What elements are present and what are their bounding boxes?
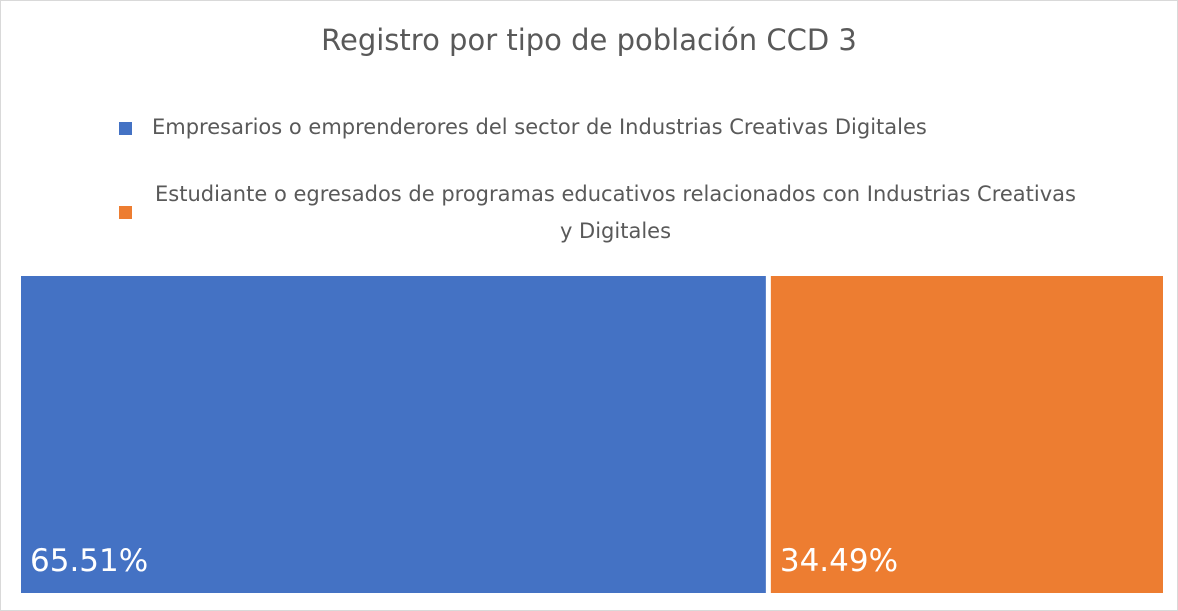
treemap-tile: [770, 276, 1163, 593]
legend-item: Empresarios o emprenderores del sector d…: [119, 109, 1079, 146]
data-label: 65.51%: [30, 543, 149, 579]
treemap-tile: [21, 276, 766, 593]
legend-swatch: [119, 122, 132, 135]
legend-swatch: [119, 206, 132, 219]
chart-title: Registro por tipo de población CCD 3: [321, 23, 857, 57]
legend-label: Empresarios o emprenderores del sector d…: [152, 115, 927, 139]
data-label: 34.49%: [779, 543, 899, 579]
legend-label: Estudiante o egresados de programas educ…: [155, 182, 1076, 243]
legend-item: Estudiante o egresados de programas educ…: [119, 176, 1079, 250]
